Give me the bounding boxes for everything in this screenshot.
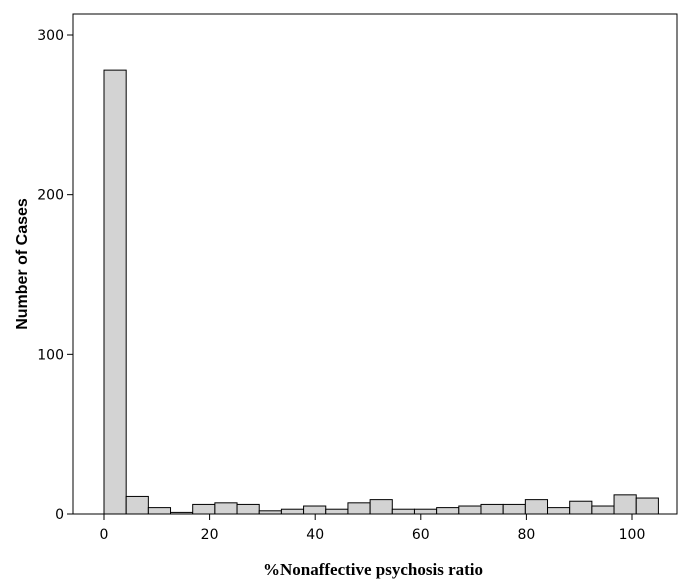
- histogram-bar: [458, 505, 482, 515]
- histogram-bar: [214, 502, 238, 515]
- histogram-bar: [258, 510, 282, 515]
- histogram-bar: [125, 495, 149, 515]
- histogram-bar: [280, 508, 305, 515]
- histogram-bar: [303, 505, 327, 515]
- x-tick-label: 100: [619, 527, 646, 543]
- histogram-bar: [613, 494, 637, 515]
- histogram-bar: [502, 503, 526, 515]
- x-tick-label: 80: [517, 527, 535, 543]
- histogram-bar: [635, 497, 659, 515]
- x-axis: 0 20 40 60 80 100: [100, 514, 646, 543]
- histogram-bar: [147, 507, 172, 515]
- x-tick-label: 0: [100, 527, 109, 543]
- histogram-bar: [347, 502, 371, 515]
- x-tick-label: 40: [306, 527, 324, 543]
- histogram-bar: [569, 500, 593, 515]
- y-tick-label: 300: [37, 28, 64, 44]
- y-axis-title: Number of Cases: [14, 198, 31, 330]
- histogram-bar: [591, 505, 615, 515]
- y-tick-label: 0: [55, 507, 64, 523]
- y-axis: 0 100 200 300: [37, 28, 73, 523]
- plot-area: [72, 13, 678, 515]
- histogram-bar: [325, 508, 349, 515]
- x-tick-label: 60: [412, 527, 430, 543]
- histogram-bar: [547, 507, 571, 515]
- histogram-bar: [436, 507, 460, 515]
- y-tick-label: 100: [37, 347, 64, 363]
- histogram-bar: [369, 499, 393, 515]
- histogram-bar: [391, 508, 415, 515]
- x-tick-label: 20: [201, 527, 219, 543]
- histogram-bar: [236, 503, 260, 515]
- histogram-bar: [480, 503, 504, 515]
- x-axis-title: %Nonaffective psychosis ratio: [263, 560, 483, 579]
- histogram-bars: [103, 69, 659, 515]
- histogram-bar: [192, 503, 216, 515]
- plot-frame: [72, 13, 678, 515]
- y-tick-label: 200: [37, 188, 64, 204]
- histogram-bar: [170, 511, 194, 515]
- histogram-bar: [413, 508, 438, 515]
- histogram-bar: [103, 69, 127, 515]
- histogram-bar: [524, 499, 549, 515]
